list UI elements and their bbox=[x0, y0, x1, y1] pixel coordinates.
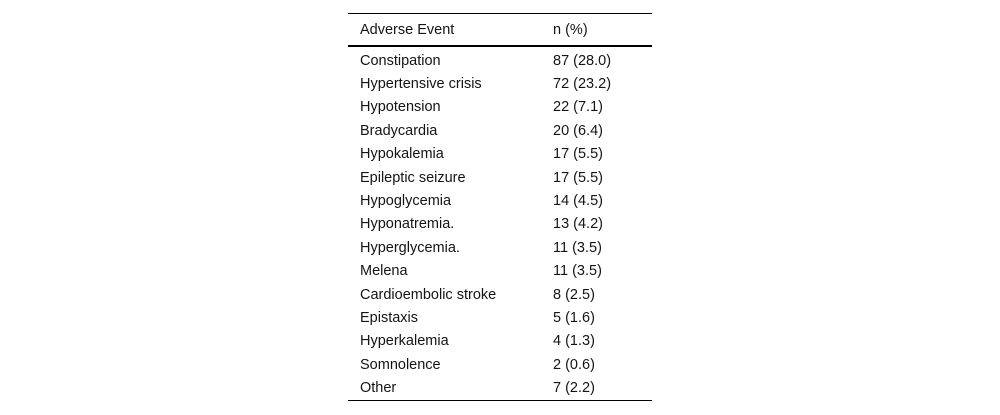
adverse-event-cell: Hypertensive crisis bbox=[360, 76, 482, 93]
column-header-n-percent: n (%) bbox=[553, 21, 588, 38]
n-percent-cell: 7 (2.2) bbox=[553, 380, 595, 397]
table-row: Hypotension 22 (7.1) bbox=[348, 96, 652, 119]
n-percent-cell: 2 (0.6) bbox=[553, 356, 595, 373]
table-row: Hyperkalemia 4 (1.3) bbox=[348, 330, 652, 353]
adverse-event-cell: Epistaxis bbox=[360, 309, 419, 326]
n-percent-cell: 14 (4.5) bbox=[553, 193, 603, 210]
table-row: Hypertensive crisis 72 (23.2) bbox=[348, 72, 652, 95]
adverse-event-cell: Hypokalemia bbox=[360, 146, 444, 163]
adverse-event-cell: Hyperglycemia. bbox=[360, 239, 460, 256]
adverse-event-cell: Melena bbox=[360, 263, 408, 280]
table-body: Constipation 87 (28.0) Hypertensive crisis… bbox=[348, 47, 652, 400]
table-header-row: Adverse Event n (%) bbox=[348, 14, 652, 47]
table-row: Constipation 87 (28.0) bbox=[348, 47, 652, 72]
adverse-event-cell: Hyperkalemia bbox=[360, 333, 449, 350]
table-row: Hyponatremia. 13 (4.2) bbox=[348, 213, 652, 236]
n-percent-cell: 20 (6.4) bbox=[553, 122, 603, 139]
adverse-events-table: Adverse Event n (%) Constipation 87 (28.0… bbox=[348, 13, 652, 401]
n-percent-cell: 22 (7.1) bbox=[553, 99, 603, 116]
adverse-event-cell: Hypoglycemia bbox=[360, 193, 452, 210]
n-percent-cell: 5 (1.6) bbox=[553, 309, 595, 326]
n-percent-cell: 13 (4.2) bbox=[553, 216, 603, 233]
table-row: Somnolence 2 (0.6) bbox=[348, 353, 652, 376]
table-row: Other 7 (2.2) bbox=[348, 376, 652, 399]
adverse-event-cell: Hyponatremia. bbox=[360, 216, 455, 233]
n-percent-cell: 87 (28.0) bbox=[553, 52, 612, 69]
adverse-event-cell: Constipation bbox=[360, 52, 441, 69]
table-row: Hypoglycemia 14 (4.5) bbox=[348, 189, 652, 212]
table-row: Epileptic seizure 17 (5.5) bbox=[348, 166, 652, 189]
column-header-adverse-event: Adverse Event bbox=[360, 21, 455, 38]
adverse-event-cell: Bradycardia bbox=[360, 122, 438, 139]
n-percent-cell: 17 (5.5) bbox=[553, 169, 603, 186]
table-row: Epistaxis 5 (1.6) bbox=[348, 306, 652, 329]
adverse-event-cell: Somnolence bbox=[360, 356, 441, 373]
table-row: Bradycardia 20 (6.4) bbox=[348, 119, 652, 142]
n-percent-cell: 8 (2.5) bbox=[553, 286, 595, 303]
table-row: Hyperglycemia. 11 (3.5) bbox=[348, 236, 652, 259]
n-percent-cell: 11 (3.5) bbox=[553, 263, 602, 280]
adverse-event-cell: Epileptic seizure bbox=[360, 169, 466, 186]
table-row: Cardioembolic stroke 8 (2.5) bbox=[348, 283, 652, 306]
n-percent-cell: 72 (23.2) bbox=[553, 76, 612, 93]
adverse-event-cell: Other bbox=[360, 380, 397, 397]
adverse-event-cell: Hypotension bbox=[360, 99, 441, 116]
n-percent-cell: 4 (1.3) bbox=[553, 333, 595, 350]
table-row: Melena 11 (3.5) bbox=[348, 260, 652, 283]
n-percent-cell: 11 (3.5) bbox=[553, 239, 602, 256]
n-percent-cell: 17 (5.5) bbox=[553, 146, 603, 163]
table-row: Hypokalemia 17 (5.5) bbox=[348, 143, 652, 166]
adverse-event-cell: Cardioembolic stroke bbox=[360, 286, 497, 303]
